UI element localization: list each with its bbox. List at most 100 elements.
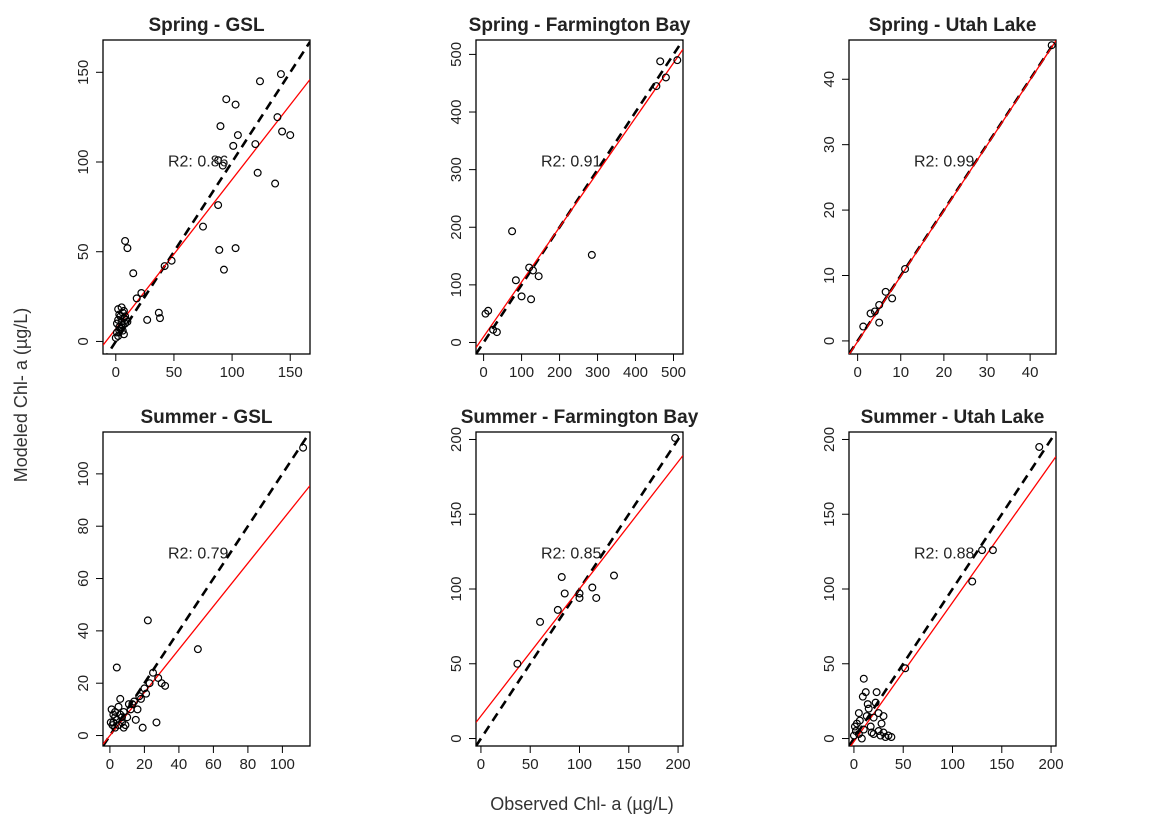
annotation: R2: 0.99 <box>914 154 975 171</box>
y-tick-label: 0 <box>75 337 92 345</box>
point <box>253 168 262 177</box>
annotation: R2: 0.86 <box>168 154 229 171</box>
x-tick-label: 300 <box>585 364 610 381</box>
point <box>609 571 618 580</box>
point <box>859 725 868 734</box>
x-tick-label: 150 <box>616 756 641 773</box>
point <box>869 713 878 722</box>
y-axis-label: Modeled Chl- a (µg/L) <box>11 308 31 482</box>
point <box>132 294 141 303</box>
point <box>167 256 176 265</box>
point <box>114 702 123 711</box>
x-tick-label: 200 <box>666 756 691 773</box>
point <box>140 684 149 693</box>
panel-title: Summer - Farmington Bay <box>461 407 699 428</box>
point <box>673 56 682 65</box>
y-tick-label: 60 <box>75 570 92 587</box>
panel-title: Spring - Farmington Bay <box>469 15 691 36</box>
point <box>875 318 884 327</box>
annotation: R2: 0.79 <box>168 546 229 563</box>
fit-line <box>850 456 1056 746</box>
x-tick-label: 0 <box>106 756 114 773</box>
panel-title: Spring - GSL <box>148 15 265 36</box>
point <box>142 689 151 698</box>
point <box>866 722 875 731</box>
x-tick-label: 200 <box>1039 756 1064 773</box>
x-tick-label: 0 <box>853 364 861 381</box>
point <box>233 131 242 140</box>
point <box>854 709 863 718</box>
point <box>118 326 127 335</box>
point <box>123 317 132 326</box>
point <box>575 593 584 602</box>
y-tick-label: 100 <box>75 149 92 174</box>
plot-frame <box>102 39 311 355</box>
point <box>214 201 223 210</box>
point <box>231 100 240 109</box>
point <box>557 573 566 582</box>
y-tick-label: 0 <box>75 731 92 739</box>
point <box>901 264 910 273</box>
y-tick-label: 20 <box>821 202 838 219</box>
x-tick-label: 30 <box>979 364 996 381</box>
y-tick-label: 150 <box>75 60 92 85</box>
point <box>229 141 238 150</box>
point <box>560 589 569 598</box>
point <box>875 300 884 309</box>
identity-line <box>106 41 310 354</box>
point <box>130 697 139 706</box>
point <box>492 328 501 337</box>
point <box>255 77 264 86</box>
annotation: R2: 0.85 <box>541 546 602 563</box>
y-tick-label: 100 <box>448 576 465 601</box>
x-tick-label: 0 <box>479 364 487 381</box>
point <box>214 156 223 165</box>
plot-frame <box>848 39 1057 355</box>
y-tick-label: 200 <box>448 427 465 452</box>
y-tick-label: 10 <box>821 267 838 284</box>
point <box>652 82 661 91</box>
point <box>871 698 880 707</box>
point <box>968 577 977 586</box>
plot-area <box>849 40 1056 354</box>
y-tick-label: 300 <box>448 157 465 182</box>
panel-title: Summer - Utah Lake <box>861 407 1045 428</box>
x-tick-label: 80 <box>240 756 257 773</box>
point <box>231 244 240 253</box>
point <box>888 294 897 303</box>
point <box>278 127 287 136</box>
y-tick-label: 100 <box>821 576 838 601</box>
y-tick-label: 0 <box>448 734 465 742</box>
fit-line <box>476 455 683 723</box>
point <box>155 314 164 323</box>
point <box>112 663 121 672</box>
point <box>138 723 147 732</box>
point <box>129 269 138 278</box>
point <box>855 716 864 725</box>
panel: Summer - Farmington Bay 0 50 100 150 200 0 50 10… <box>448 407 699 773</box>
point <box>592 593 601 602</box>
y-tick-label: 50 <box>821 655 838 672</box>
x-tick-label: 0 <box>850 756 858 773</box>
x-tick-label: 60 <box>205 756 222 773</box>
y-tick-label: 500 <box>448 42 465 67</box>
y-tick-label: 200 <box>821 427 838 452</box>
identity-line <box>849 432 1056 746</box>
y-tick-label: 50 <box>448 655 465 672</box>
x-tick-label: 20 <box>136 756 153 773</box>
point <box>216 122 225 131</box>
plot-area <box>476 432 683 746</box>
plot-frame <box>102 431 311 747</box>
point <box>588 583 597 592</box>
point <box>508 227 517 236</box>
point <box>199 222 208 231</box>
point <box>131 715 140 724</box>
point <box>861 688 870 697</box>
x-tick-label: 10 <box>892 364 909 381</box>
point <box>123 244 132 253</box>
x-tick-label: 500 <box>661 364 686 381</box>
point <box>222 95 231 104</box>
point <box>299 443 308 452</box>
point <box>978 546 987 555</box>
